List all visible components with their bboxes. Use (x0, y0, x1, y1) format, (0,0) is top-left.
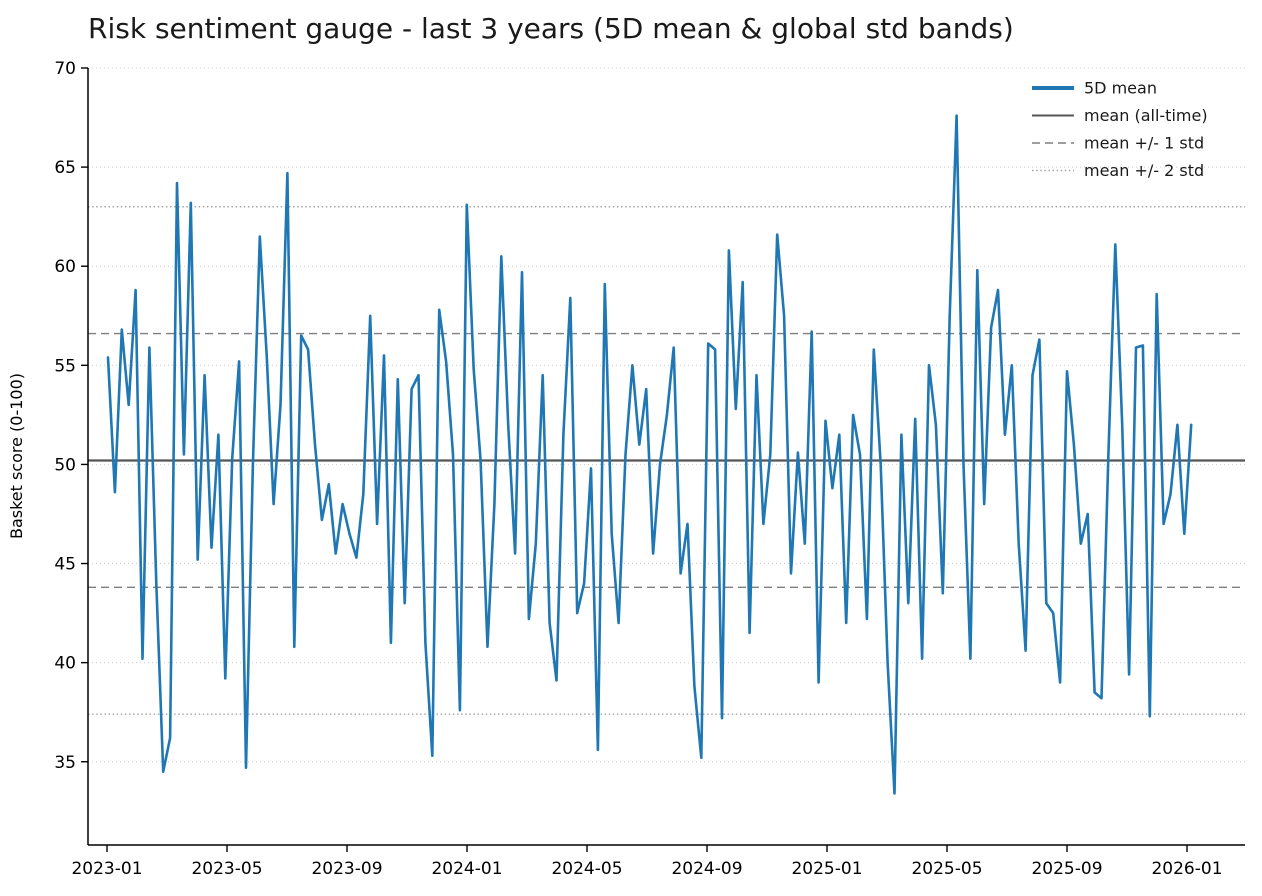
legend-label: mean (all-time) (1084, 106, 1208, 125)
x-tick-label: 2023-05 (191, 859, 262, 879)
legend: 5D mean mean (all-time) mean +/- 1 std mean… (1032, 79, 1208, 180)
series-layer (106, 114, 1193, 795)
y-tick-label: 35 (54, 753, 76, 773)
x-tick-label: 2025-01 (791, 859, 862, 879)
y-tick-label: 45 (54, 555, 76, 575)
x-tick-label: 2026-01 (1151, 859, 1222, 879)
axis-layer: 35 40 45 50 55 60 65 70 2023-01 2023-05 2023-09 202… (54, 59, 1245, 879)
y-tick-label: 60 (54, 257, 76, 277)
reference-lines-layer (88, 206, 1245, 715)
legend-label: mean +/- 1 std (1084, 134, 1204, 153)
y-tick-label: 40 (54, 654, 76, 674)
y-tick-label: 55 (54, 356, 76, 376)
y-tick-label: 70 (54, 59, 76, 79)
x-tick-label: 2024-05 (551, 859, 622, 879)
legend-label: mean +/- 2 std (1084, 161, 1204, 180)
x-tick-label: 2024-01 (431, 859, 502, 879)
x-tick-label: 2024-09 (671, 859, 742, 879)
x-tick-label: 2023-09 (311, 859, 382, 879)
x-tick-label: 2025-05 (911, 859, 982, 879)
x-tick-label: 2023-01 (71, 859, 142, 879)
y-axis-label: Basket score (0-100) (7, 373, 26, 539)
x-tick-label: 2025-09 (1031, 859, 1102, 879)
grid-layer (88, 67, 1245, 763)
y-tick-label: 50 (54, 455, 76, 475)
series-line-5d-mean (106, 114, 1193, 795)
chart-title: Risk sentiment gauge - last 3 years (5D … (88, 12, 1014, 45)
y-tick-label: 65 (54, 158, 76, 178)
legend-label: 5D mean (1084, 79, 1157, 98)
